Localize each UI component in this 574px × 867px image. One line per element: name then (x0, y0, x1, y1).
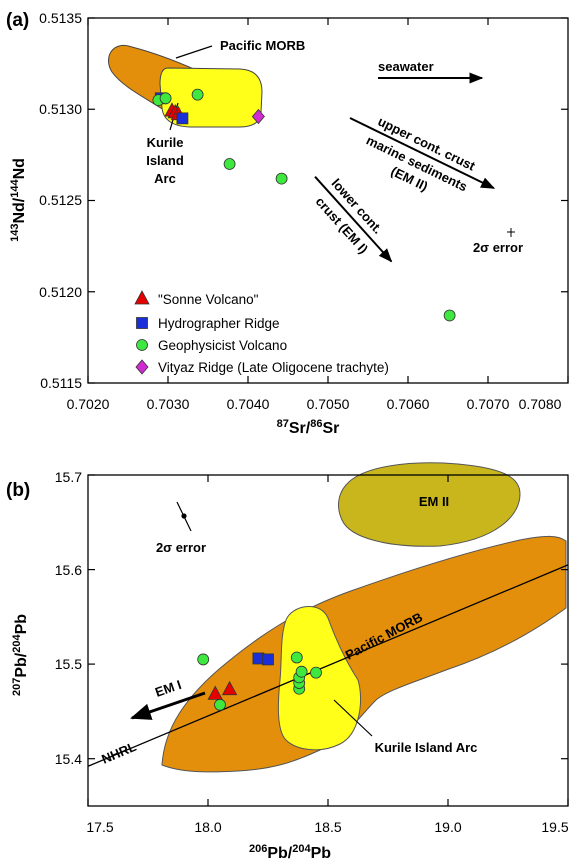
triangle-marker (207, 685, 223, 700)
error-label-a: 2σ error (473, 240, 523, 255)
ticks-b (87, 474, 569, 806)
x-tick-label: 0.7030 (147, 396, 190, 412)
data-marks-a (152, 88, 456, 322)
y-tick-label: 0.5120 (39, 284, 82, 300)
x-tick-label: 18.5 (314, 819, 341, 835)
x-tick-label: 19.0 (434, 819, 461, 835)
x-tick-labels-b: 17.5 18.0 18.5 19.0 19.5 (86, 819, 568, 835)
circle-marker (443, 309, 456, 322)
kurile-island-arc-field-b (277, 605, 361, 751)
y-axis-title-b: 207Pb/204Pb (11, 614, 30, 696)
x-tick-label: 0.7080 (519, 396, 562, 412)
square-marker (176, 112, 189, 125)
x-tick-label: 17.5 (86, 819, 113, 835)
y-axis-title-a: 143Nd/144Nd (9, 158, 28, 242)
legend-label-hydrographer: Hydrographer Ridge (158, 316, 280, 331)
kurile-label-line1: Kurile (147, 135, 184, 150)
x-axis-title-b: 206Pb/204Pb (249, 843, 331, 862)
em2-label: EM II (419, 494, 449, 509)
y-tick-label: 15.4 (55, 751, 82, 767)
y-tick-label: 15.7 (55, 469, 82, 485)
legend-triangle-symbol (134, 290, 150, 305)
kurile-label-b: Kurile Island Arc (375, 740, 478, 755)
legend-label-geophysicist: Geophysicist Volcano (158, 338, 287, 353)
circle-marker (159, 92, 172, 105)
circle-marker (275, 172, 288, 185)
data-marks-b (197, 651, 322, 711)
nhrl-line (87, 564, 569, 767)
ticks-a (87, 17, 569, 384)
panel-b-label: (b) (6, 480, 30, 501)
panel-a-label: (a) (6, 10, 29, 31)
x-tick-label: 0.7070 (467, 396, 510, 412)
error-bar-b-point (181, 513, 187, 519)
circle-marker (197, 653, 210, 666)
x-tick-label: 0.7060 (387, 396, 430, 412)
seawater-label: seawater (378, 59, 434, 74)
triangle-marker (221, 680, 238, 696)
y-tick-label: 0.5135 (39, 10, 82, 26)
x-tick-label: 0.7040 (227, 396, 270, 412)
circle-marker (310, 666, 322, 679)
em1-arrow (130, 691, 206, 720)
y-tick-label: 0.5130 (39, 101, 82, 117)
circle-marker (223, 158, 236, 170)
em2-field (338, 462, 521, 547)
em1-label: EM I (153, 677, 183, 700)
x-tick-label: 18.0 (194, 819, 221, 835)
y-tick-labels-b: 15.4 15.5 15.6 15.7 (55, 469, 82, 767)
legend-a: "Sonne Volcano" Hydrographer Ridge Geoph… (134, 290, 389, 375)
panel-b: (b) 17.5 18.0 18.5 19.0 19.5 15.4 15.5 1 (6, 462, 569, 862)
square-marker (262, 653, 274, 666)
x-axis-title-a: 87Sr/86Sr (277, 418, 340, 437)
circle-marker (290, 651, 303, 664)
morb-leader-line-a (175, 45, 213, 59)
x-tick-label: 0.7020 (67, 396, 110, 412)
legend-diamond-symbol (135, 359, 149, 375)
diamond-marker (251, 108, 265, 125)
nhrl-label: NHRL (99, 739, 138, 767)
legend-square-symbol (136, 317, 148, 329)
legend-circle-symbol (136, 339, 148, 351)
error-label-b: 2σ error (156, 540, 206, 555)
kurile-island-arc-field-a (159, 67, 263, 128)
morb-label-a: Pacific MORB (220, 38, 305, 53)
circle-marker (214, 698, 226, 711)
pacific-morb-field-b (161, 535, 567, 773)
y-tick-labels-a: 0.5115 0.5120 0.5125 0.5130 0.5135 (39, 10, 82, 391)
panel-a: (a) 0.7020 0.7030 0.7040 0.7050 0.7060 (6, 10, 569, 437)
y-tick-label: 15.5 (55, 656, 82, 672)
legend-label-vityaz: Vityaz Ridge (Late Oligocene trachyte) (158, 360, 389, 375)
circle-marker (191, 88, 204, 101)
legend-label-sonne: "Sonne Volcano" (158, 292, 259, 307)
kurile-label-line2: Island (146, 153, 184, 168)
x-tick-labels-a: 0.7020 0.7030 0.7040 0.7050 0.7060 0.707… (67, 396, 562, 412)
kurile-leader-line-b (333, 699, 373, 737)
upper-crust-arrow (349, 117, 496, 190)
kurile-label-line3: Arc (154, 171, 176, 186)
y-tick-label: 0.5115 (40, 375, 82, 391)
circle-marker (295, 665, 308, 678)
lower-crust-annotation: lower cont. crust (EM I) (313, 176, 393, 263)
lower-crust-arrow (314, 176, 393, 263)
x-tick-label: 0.7050 (307, 396, 350, 412)
x-tick-label: 19.5 (541, 819, 568, 835)
y-tick-label: 15.6 (55, 562, 82, 578)
y-tick-label: 0.5125 (39, 192, 82, 208)
